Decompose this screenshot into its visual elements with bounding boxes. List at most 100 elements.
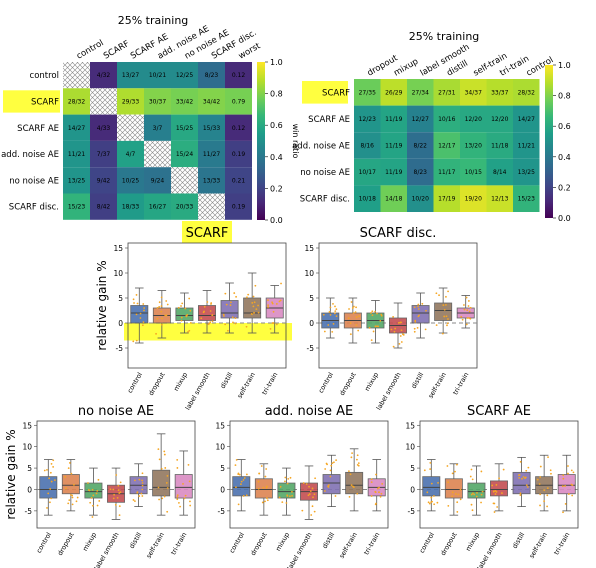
box-no-noise-ae-point (138, 495, 141, 497)
box-add-noise-ae-xtick-label: dropout (249, 531, 269, 557)
box-add-noise-ae-point (351, 452, 353, 454)
box-scarf-disc-point (467, 305, 470, 307)
box-scarf-point (158, 301, 161, 304)
box-scarf-disc-point (335, 308, 338, 311)
box-no-noise-ae-point (46, 507, 48, 509)
box-scarf-ae-point (495, 484, 498, 486)
heatmap-left-cell-label: 0.21 (232, 177, 246, 184)
heatmap-right-ylabel: SCARF AE (308, 115, 350, 125)
box-scarf-disc-point (466, 317, 469, 319)
box-scarf-point (189, 321, 192, 324)
box-scarf-ae-point (502, 468, 505, 471)
box-scarf-disc-point (469, 306, 472, 309)
heatmap-right-cell (460, 79, 487, 106)
box-scarf-disc-point (465, 323, 468, 326)
heatmap-left-xlabel: SCARF (102, 39, 131, 62)
box-scarf-point (230, 301, 232, 304)
heatmap-left-cell (225, 140, 252, 168)
box-scarf-ae-point (493, 511, 496, 513)
heatmap-right-cell-label: 14/27 (518, 116, 535, 123)
box-no-noise-ae-point (166, 475, 169, 477)
box-no-noise-ae-point (71, 494, 74, 497)
box-no-noise-ae-point (117, 489, 120, 492)
box-add-noise-ae-point (284, 476, 287, 479)
box-scarf-point (135, 294, 138, 296)
heatmap-left-cell (90, 88, 117, 115)
box-scarf-disc-point (447, 318, 449, 320)
box-scarf-point (200, 317, 203, 320)
box-no-noise-ae-point (187, 463, 190, 466)
box-scarf-disc-point (354, 311, 357, 314)
box-add-noise-ae-point (234, 464, 237, 467)
box-scarf-point (272, 310, 275, 313)
box-scarf-point (156, 317, 159, 320)
box-no-noise-ae-point (65, 487, 67, 490)
box-add-noise-ae-ytick-label: 10 (215, 443, 225, 452)
box-scarf-ae-point (539, 465, 542, 468)
box-scarf-disc-point (399, 335, 402, 337)
box-add-noise-ae-point (348, 470, 350, 473)
box-scarf-ae-point (447, 481, 450, 484)
box-scarf-point (185, 314, 188, 317)
heatmap-left-cell-label: 10/21 (149, 72, 166, 79)
box-no-noise-ae-point (48, 477, 51, 480)
heatmap-left-cell (225, 114, 252, 141)
heatmap-left-cell-label: 34/42 (203, 98, 220, 105)
box-scarf-ae-box (490, 480, 508, 497)
box-no-noise-ae-point (118, 514, 121, 517)
heatmap-left-cell-label: 13/27 (122, 72, 139, 79)
heatmap-left-cell (144, 193, 171, 220)
box-scarf-ae-point (546, 487, 549, 489)
heatmap-left-cell (198, 62, 225, 89)
heatmap-left-cell-label: 18/33 (122, 204, 139, 211)
box-scarf-disc-point (398, 342, 401, 345)
heatmap-left-cell (198, 140, 225, 168)
box-scarf-disc-ytick-label: 0 (309, 319, 314, 328)
box-scarf-ae-point (527, 466, 530, 469)
heatmap-right-cell (513, 132, 540, 159)
box-no-noise-ae-point (90, 497, 93, 499)
box-scarf-ae-xtick-label: mixup (464, 531, 481, 553)
box-scarf-disc-point (416, 326, 419, 329)
box-no-noise-ae-point (98, 500, 101, 502)
heatmap-left-cell-label: 3/7 (153, 125, 163, 132)
heatmap-left-colorbar (257, 62, 265, 220)
box-add-noise-ae-point (308, 493, 311, 495)
box-no-noise-ae-point (71, 503, 74, 506)
heatmap-left-colorbar-tick-label: 0.6 (270, 121, 283, 130)
heatmap-left-cell (171, 193, 198, 220)
box-add-noise-ae-point (381, 482, 384, 485)
box-scarf-point (164, 314, 167, 317)
heatmap-right-cell-label: 12/20 (465, 116, 482, 123)
box-add-noise-ae-point (356, 492, 359, 495)
heatmap-left-cell (144, 62, 171, 89)
heatmap-left-cell-label: 9/42 (97, 177, 111, 184)
box-no-noise-ae-point (115, 474, 118, 476)
box-scarf-disc-point (349, 322, 352, 325)
box-add-noise-ae-point (281, 501, 284, 504)
box-no-noise-ae-point (176, 496, 179, 498)
box-add-noise-ae-point (370, 478, 373, 481)
box-scarf-disc-point (463, 304, 465, 306)
heatmap-right-cell-label: 19/20 (465, 196, 482, 203)
box-scarf-ae-point (476, 491, 478, 494)
box-scarf-point (222, 313, 225, 316)
heatmap-right-cell-label: 13/25 (518, 169, 535, 176)
box-scarf-ae-point (567, 465, 569, 467)
box-scarf-disc-point (322, 313, 325, 316)
heatmap-right-colorbar-tick-label: 0.6 (558, 122, 571, 131)
box-add-noise-ae-point (258, 472, 261, 475)
heatmap-right-cell (354, 132, 381, 159)
box-scarf-ae-ytick-label: 15 (405, 421, 415, 430)
heatmap-right-cell-label: 11/21 (518, 143, 535, 150)
box-scarf-ae-point (525, 484, 528, 486)
box-scarf-ae-ytick-label: 10 (405, 443, 415, 452)
box-add-noise-ae-point (302, 482, 305, 484)
box-scarf-box (130, 305, 149, 324)
box-add-noise-ae-point (266, 499, 269, 502)
heatmap-right-cell (354, 105, 381, 133)
box-scarf-ae-point (550, 472, 552, 475)
box-scarf-point (247, 293, 250, 296)
box-scarf-point (280, 282, 282, 285)
box-scarf-ae-point (470, 503, 473, 506)
